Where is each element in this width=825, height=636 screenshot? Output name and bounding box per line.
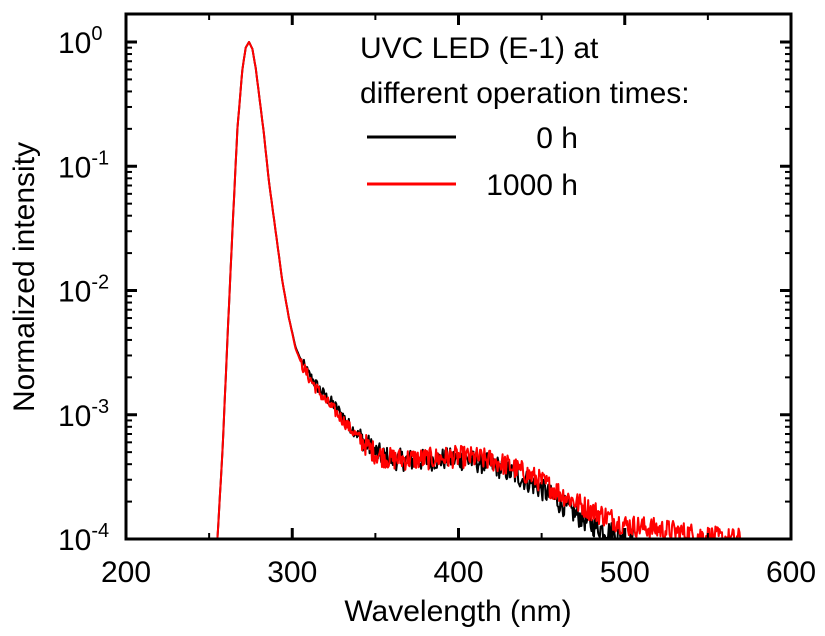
y-tick-label-3: 10-3 xyxy=(58,396,109,433)
legend-title-line-1: UVC LED (E-1) at xyxy=(360,32,599,65)
y-tick-label-2: 10-2 xyxy=(58,272,109,309)
x-tick-label-500: 500 xyxy=(600,556,650,589)
y-axis-title: Normalized intensity xyxy=(8,142,41,412)
series-layer xyxy=(216,41,742,539)
x-tick-label-300: 300 xyxy=(267,556,317,589)
series-line-1000h xyxy=(216,41,742,539)
x-axis-title: Wavelength (nm) xyxy=(344,595,571,628)
legend-label-0h: 0 h xyxy=(536,122,578,155)
y-tick-label-4: 10-4 xyxy=(58,520,109,557)
legend: UVC LED (E-1) at different operation tim… xyxy=(360,32,690,202)
x-tick-label-400: 400 xyxy=(433,556,483,589)
x-tick-label-600: 600 xyxy=(766,556,816,589)
series-line-0h xyxy=(216,41,635,539)
y-tick-label-0: 100 xyxy=(58,23,103,60)
legend-label-1000h: 1000 h xyxy=(486,169,578,202)
legend-title-line-2: different operation times: xyxy=(360,77,690,110)
x-tick-label-200: 200 xyxy=(101,556,151,589)
axis-ticks: 200 300 400 500 600 100 10-1 10-2 10-3 10-4 xyxy=(58,14,816,589)
y-tick-label-1: 10-1 xyxy=(58,147,109,184)
